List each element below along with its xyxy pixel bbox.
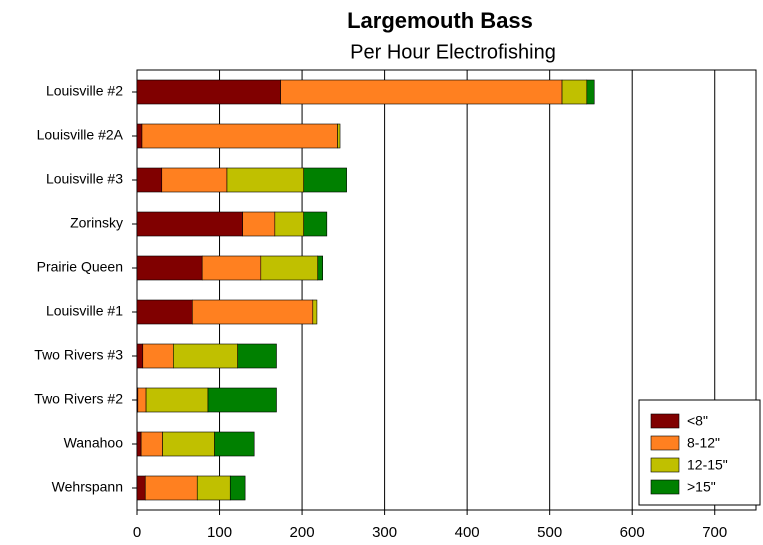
bar-segment: [145, 387, 209, 413]
y-tick-label: Two Rivers #3: [34, 347, 123, 363]
bar-segment: [162, 431, 215, 457]
legend-swatch: [650, 457, 680, 473]
x-tick-label: 500: [537, 524, 562, 541]
bar-segment: [280, 79, 563, 105]
x-tick-label: 700: [702, 524, 727, 541]
x-tick-label: 200: [290, 524, 315, 541]
bar-segment: [237, 343, 277, 369]
bar-segment: [136, 431, 142, 457]
bar-segment: [214, 431, 255, 457]
y-tick-label: Wanahoo: [64, 435, 124, 451]
legend-label: 8-12": [687, 435, 720, 451]
bar-segment: [137, 387, 147, 413]
bar-segment: [242, 211, 276, 237]
x-tick-label: 600: [620, 524, 645, 541]
y-tick-label: Louisville #2A: [37, 127, 124, 143]
bar-segment: [136, 123, 143, 149]
bar-segment: [136, 475, 146, 501]
y-tick-label: Louisville #2: [46, 83, 123, 99]
bar-segment: [229, 475, 246, 501]
bar-segment: [196, 475, 231, 501]
bar-segment: [561, 79, 588, 105]
legend-swatch: [650, 435, 680, 451]
bar-segment: [142, 343, 174, 369]
x-tick-label: 0: [133, 524, 141, 541]
y-tick-label: Wehrspann: [52, 479, 123, 495]
bar-segment: [260, 255, 319, 281]
bar-segment: [140, 431, 163, 457]
bar-segment: [161, 167, 228, 193]
bar-segment: [201, 255, 262, 281]
y-tick-label: Louisville #3: [46, 171, 123, 187]
chart-title: Largemouth Bass: [347, 8, 533, 33]
legend-swatch: [650, 413, 680, 429]
bar-segment: [303, 211, 328, 237]
bar-segment: [136, 211, 243, 237]
bar-segment: [312, 299, 318, 325]
bar-segment: [136, 299, 193, 325]
y-tick-label: Louisville #1: [46, 303, 123, 319]
legend-label: <8": [687, 413, 708, 429]
bar-segment: [136, 167, 163, 193]
bar-segment: [136, 255, 203, 281]
bar-segment: [144, 475, 198, 501]
y-tick-label: Two Rivers #2: [34, 391, 123, 407]
y-tick-label: Prairie Queen: [37, 259, 123, 275]
legend-label: >15": [687, 479, 716, 495]
bar-segment: [274, 211, 305, 237]
bar-segment: [317, 255, 323, 281]
x-tick-label: 100: [207, 524, 232, 541]
bar-segment: [136, 79, 281, 105]
bar-segment: [136, 343, 144, 369]
x-tick-label: 300: [372, 524, 397, 541]
chart-subtitle: Per Hour Electrofishing: [350, 41, 556, 63]
bar-segment: [207, 387, 277, 413]
bar-segment: [173, 343, 238, 369]
y-tick-label: Zorinsky: [70, 215, 123, 231]
x-tick-label: 400: [455, 524, 480, 541]
bar-segment: [191, 299, 314, 325]
bar-segment: [226, 167, 305, 193]
legend-swatch: [650, 479, 680, 495]
bar-segment: [586, 79, 595, 105]
bar-segment: [303, 167, 347, 193]
bar-segment: [141, 123, 338, 149]
legend-label: 12-15": [687, 457, 728, 473]
bar-segment: [337, 123, 341, 149]
